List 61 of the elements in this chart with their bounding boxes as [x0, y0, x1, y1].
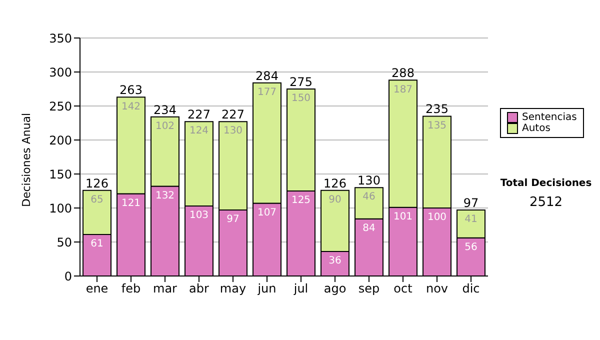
data-label: 101 — [393, 211, 413, 222]
total-label: 275 — [290, 75, 312, 89]
data-label: 187 — [393, 84, 413, 96]
total-label: 227 — [222, 108, 244, 122]
text: 2512 — [528, 195, 564, 210]
total-label: 126 — [86, 176, 108, 190]
x-tick-label: sep — [358, 282, 380, 296]
data-label: 135 — [427, 120, 447, 132]
data-label: 150 — [291, 93, 311, 104]
total-label: 235 — [426, 102, 448, 116]
x-tick-label: dic — [462, 282, 480, 296]
y-tick-label: 0 — [64, 269, 72, 284]
data-label: 97 — [226, 214, 240, 226]
y-tick-label: 350 — [49, 31, 72, 46]
y-tick-label: 150 — [49, 167, 72, 182]
total-label: 288 — [392, 66, 414, 80]
data-label: 125 — [291, 195, 311, 206]
data-label: 121 — [121, 198, 141, 209]
data-label: 41 — [464, 214, 478, 226]
total-label: 284 — [256, 68, 278, 83]
x-tick-label: ene — [86, 282, 108, 296]
data-label: 90 — [328, 194, 342, 206]
text: Total Decisiones — [499, 178, 593, 189]
data-label: 130 — [223, 126, 243, 137]
x-tick-label: abr — [189, 282, 210, 296]
x-tick-label: jul — [292, 282, 308, 296]
y-tick-label: 200 — [49, 133, 72, 148]
total-label: 130 — [358, 174, 380, 188]
data-label: 65 — [90, 194, 104, 206]
data-label: 46 — [362, 192, 376, 203]
data-label: 36 — [328, 256, 342, 267]
data-label: 102 — [155, 120, 175, 132]
total-label: 234 — [154, 102, 176, 117]
x-tick-label: oct — [394, 282, 413, 296]
total-label: 97 — [463, 196, 479, 210]
legend-label: Autos — [522, 123, 550, 134]
x-tick-label: may — [220, 282, 246, 296]
y-axis-title: Decisiones Anual — [20, 112, 33, 207]
data-label: 103 — [189, 210, 209, 222]
x-tick-label: jun — [256, 282, 276, 296]
x-tick-label: nov — [426, 282, 448, 296]
data-label: 107 — [257, 207, 277, 218]
data-label: 177 — [257, 86, 277, 98]
total-label: 227 — [188, 108, 210, 122]
total-label: 126 — [324, 176, 346, 190]
y-tick-label: 100 — [49, 201, 72, 216]
legend-label: Sentencias — [522, 112, 577, 123]
data-label: 56 — [464, 242, 478, 254]
data-label: 61 — [90, 238, 104, 250]
y-tick-label: 50 — [56, 235, 72, 250]
x-tick-label: feb — [121, 282, 141, 296]
x-tick-label: mar — [153, 282, 178, 296]
data-label: 132 — [155, 190, 175, 202]
y-tick-label: 250 — [49, 99, 72, 114]
x-tick-label: ago — [324, 282, 346, 296]
data-label: 142 — [121, 101, 141, 112]
data-label: 124 — [189, 126, 209, 137]
y-tick-label: 300 — [49, 65, 72, 80]
data-label: 84 — [362, 222, 376, 234]
data-label: 100 — [427, 212, 447, 224]
total-label: 263 — [120, 83, 142, 98]
